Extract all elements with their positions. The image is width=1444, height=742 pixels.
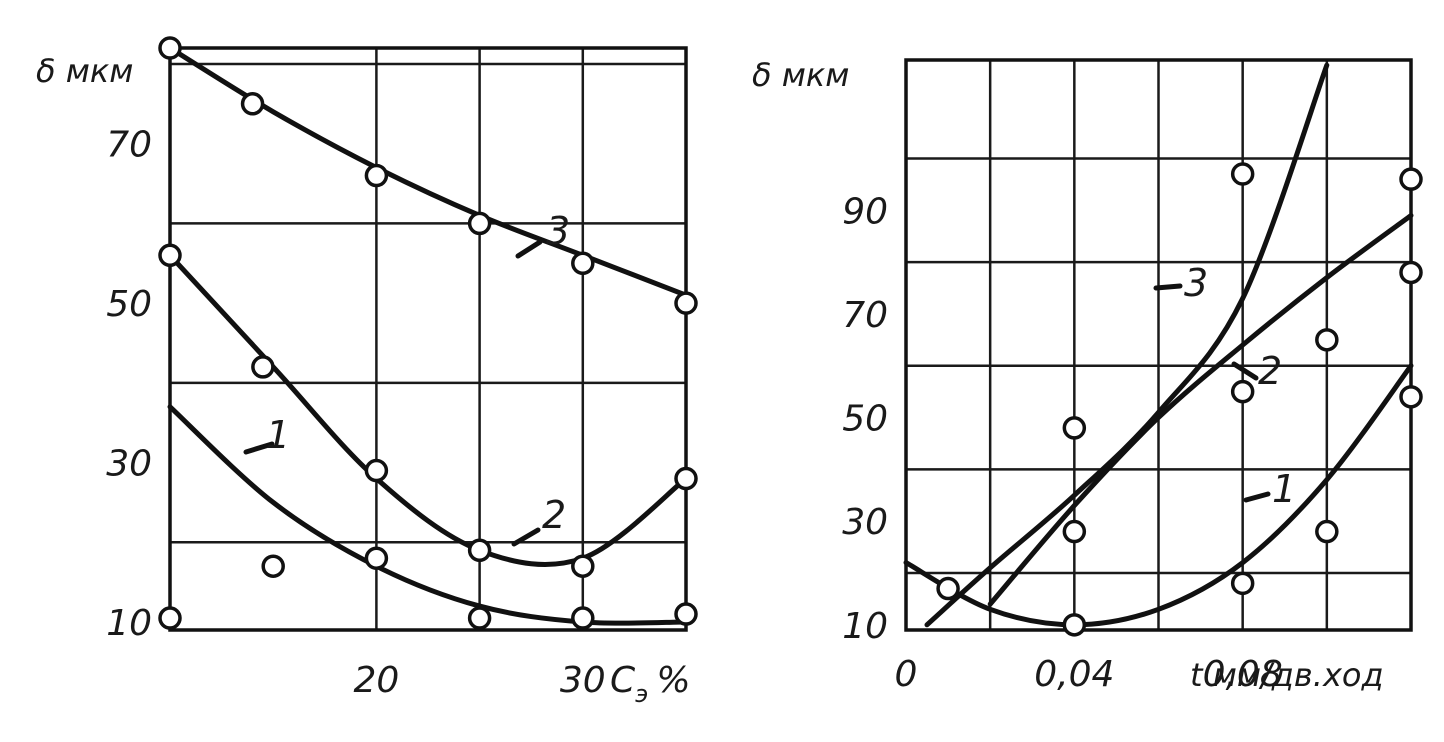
series-label-3: 3 (1184, 261, 1208, 305)
data-point-outlier (261, 554, 285, 578)
x-tick-label: 20 (353, 660, 399, 701)
data-point-series-3 (1230, 162, 1255, 186)
series-label-leader (515, 239, 543, 259)
series-label-2: 2 (1258, 349, 1282, 393)
data-point-series-3 (674, 291, 698, 315)
series-label-leader (1231, 361, 1259, 381)
data-point-series-1 (1230, 571, 1255, 596)
y-tick-label: 90 (842, 191, 888, 232)
x-tick-label: 0,04 (1034, 654, 1114, 695)
data-point-series-3 (364, 163, 389, 188)
data-point-outlier (1230, 379, 1255, 404)
series-line-3 (167, 45, 689, 298)
data-point-series-1 (674, 602, 698, 626)
series-label-2: 2 (542, 493, 566, 537)
x-tick-label: 0 (895, 654, 918, 695)
series-label-1: 1 (266, 413, 290, 457)
data-point-series-3 (158, 36, 182, 60)
data-point-series-3 (467, 211, 492, 236)
plot-frame (168, 46, 688, 632)
data-point-series-3 (1062, 416, 1087, 440)
plot-frame (904, 58, 1413, 632)
data-point-series-2 (158, 243, 182, 268)
data-point-series-2 (467, 538, 492, 563)
series-line-1 (903, 363, 1414, 628)
series-label-leader (1153, 283, 1183, 291)
series-label-3: 3 (546, 209, 570, 253)
series-line-2 (167, 252, 689, 567)
y-tick-label: 50 (106, 284, 152, 325)
series-label-1: 1 (1272, 467, 1296, 511)
x-axis-label: t мм/дв.ход (1190, 656, 1384, 694)
y-tick-label: 10 (842, 606, 888, 647)
y-axis-label: δ мкм (752, 56, 849, 94)
data-point-series-3 (571, 251, 595, 276)
data-point-series-1 (467, 606, 492, 630)
data-point-series-2 (1399, 260, 1423, 285)
data-point-series-1 (571, 606, 595, 630)
series-label-leader (1243, 491, 1271, 503)
data-point-series-1 (1399, 385, 1423, 409)
data-point-series-3 (936, 576, 960, 601)
y-tick-label: 70 (842, 295, 888, 336)
series-line-3 (924, 62, 1330, 628)
y-tick-label: 10 (106, 603, 152, 644)
series-label-leader (243, 441, 275, 455)
data-point-series-2 (364, 458, 389, 483)
x-axis-label: Cэ% (610, 660, 691, 708)
series-line-2 (987, 213, 1414, 607)
chart-left-panel: 10 30 50 70 20 30 δ мкм Cэ % 1 2 3 (36, 36, 698, 708)
data-point-series-3 (240, 92, 265, 116)
data-point-series-2 (1399, 167, 1423, 191)
data-point-series-2 (1315, 328, 1339, 352)
y-tick-label: 70 (106, 125, 152, 166)
data-point-series-1 (158, 606, 182, 630)
data-point-series-2 (674, 466, 698, 491)
data-point-series-1 (364, 546, 389, 570)
data-point-series-2 (251, 355, 275, 379)
data-point-series-1 (1062, 613, 1087, 637)
data-point-series-2 (1062, 519, 1087, 544)
x-tick-label: 30 (560, 660, 606, 701)
data-point-series-2 (571, 554, 595, 578)
y-tick-label: 50 (842, 399, 888, 440)
series-line-1 (167, 404, 689, 626)
data-point-series-1 (1315, 519, 1339, 544)
series-label-leader (511, 527, 541, 547)
y-axis-label: δ мкм (36, 52, 133, 90)
y-tick-label: 30 (842, 502, 888, 543)
y-tick-label: 30 (106, 444, 152, 485)
x-tick-label: 0,08 (1203, 654, 1283, 695)
chart-right-panel: 10 30 50 70 90 0 0,04 0,08 δ мкм t мм/дв.ход 1 2 3 (752, 56, 1423, 695)
